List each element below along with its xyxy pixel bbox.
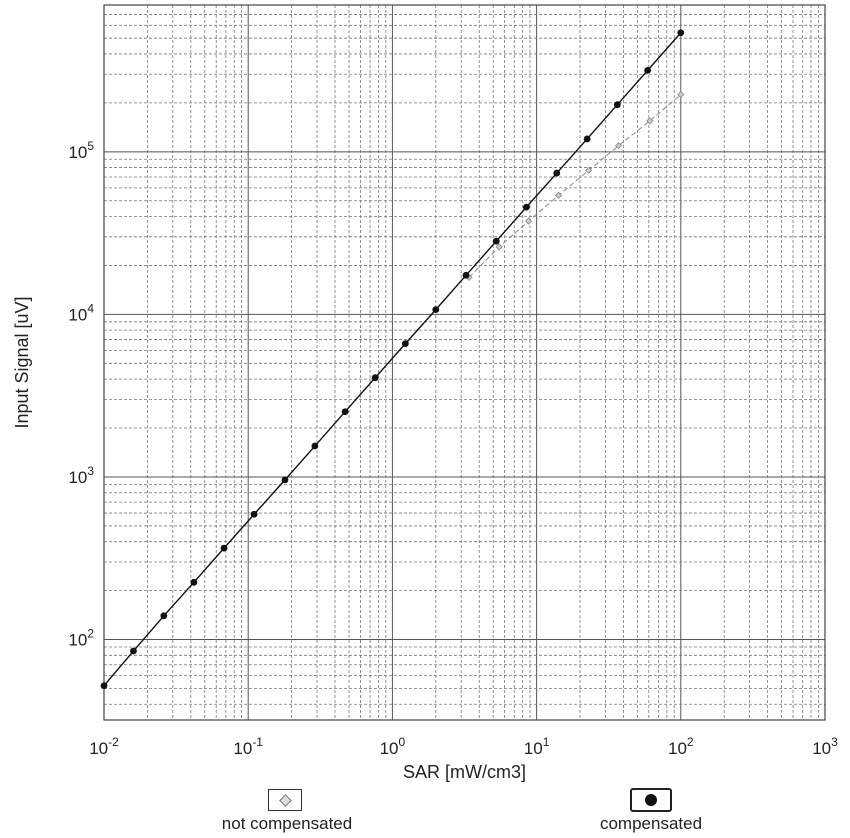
data-point (553, 170, 560, 177)
data-point (402, 340, 409, 347)
x-tick-label: 103 (812, 735, 838, 758)
legend-swatch-compensated (630, 788, 672, 812)
data-point (493, 238, 500, 245)
plot-frame (104, 5, 825, 720)
legend-label-not-compensated: not compensated (222, 814, 352, 834)
data-point (342, 408, 349, 415)
y-axis-title: Input Signal [uV] (12, 296, 32, 428)
diamond-marker-icon (279, 794, 292, 807)
data-point (584, 136, 591, 143)
x-axis-ticks: 10-2 10-1 100 101 102 103 (89, 735, 838, 758)
grid (104, 5, 825, 720)
data-point (496, 244, 502, 250)
data-point (190, 579, 197, 586)
y-tick-label: 103 (68, 464, 94, 487)
x-axis-title: SAR [mW/cm3] (403, 762, 526, 782)
y-axis-ticks: 102 103 104 105 (68, 139, 94, 650)
data-point (130, 648, 137, 655)
data-point (432, 306, 439, 313)
x-tick-label: 101 (524, 735, 550, 758)
y-tick-label: 104 (68, 301, 94, 324)
data-point (282, 476, 289, 483)
x-tick-label: 100 (380, 735, 406, 758)
data-point (160, 612, 167, 619)
x-tick-label: 102 (668, 735, 694, 758)
y-tick-label: 105 (68, 139, 94, 162)
data-point (463, 272, 470, 279)
filled-circle-marker-icon (645, 794, 657, 806)
data-point (677, 29, 684, 36)
series-not-compensated (466, 92, 684, 281)
x-tick-label: 10-1 (233, 735, 263, 758)
data-point (372, 374, 379, 381)
legend-label-compensated: compensated (600, 814, 702, 834)
data-point (221, 545, 228, 552)
data-point (614, 101, 621, 108)
data-point (644, 67, 651, 74)
y-tick-label: 102 (68, 627, 94, 650)
data-point (251, 511, 258, 518)
data-point (311, 443, 318, 450)
data-point (101, 682, 108, 689)
legend-swatch-not-compensated (268, 789, 302, 811)
data-point (523, 204, 530, 211)
x-tick-label: 10-2 (89, 735, 119, 758)
